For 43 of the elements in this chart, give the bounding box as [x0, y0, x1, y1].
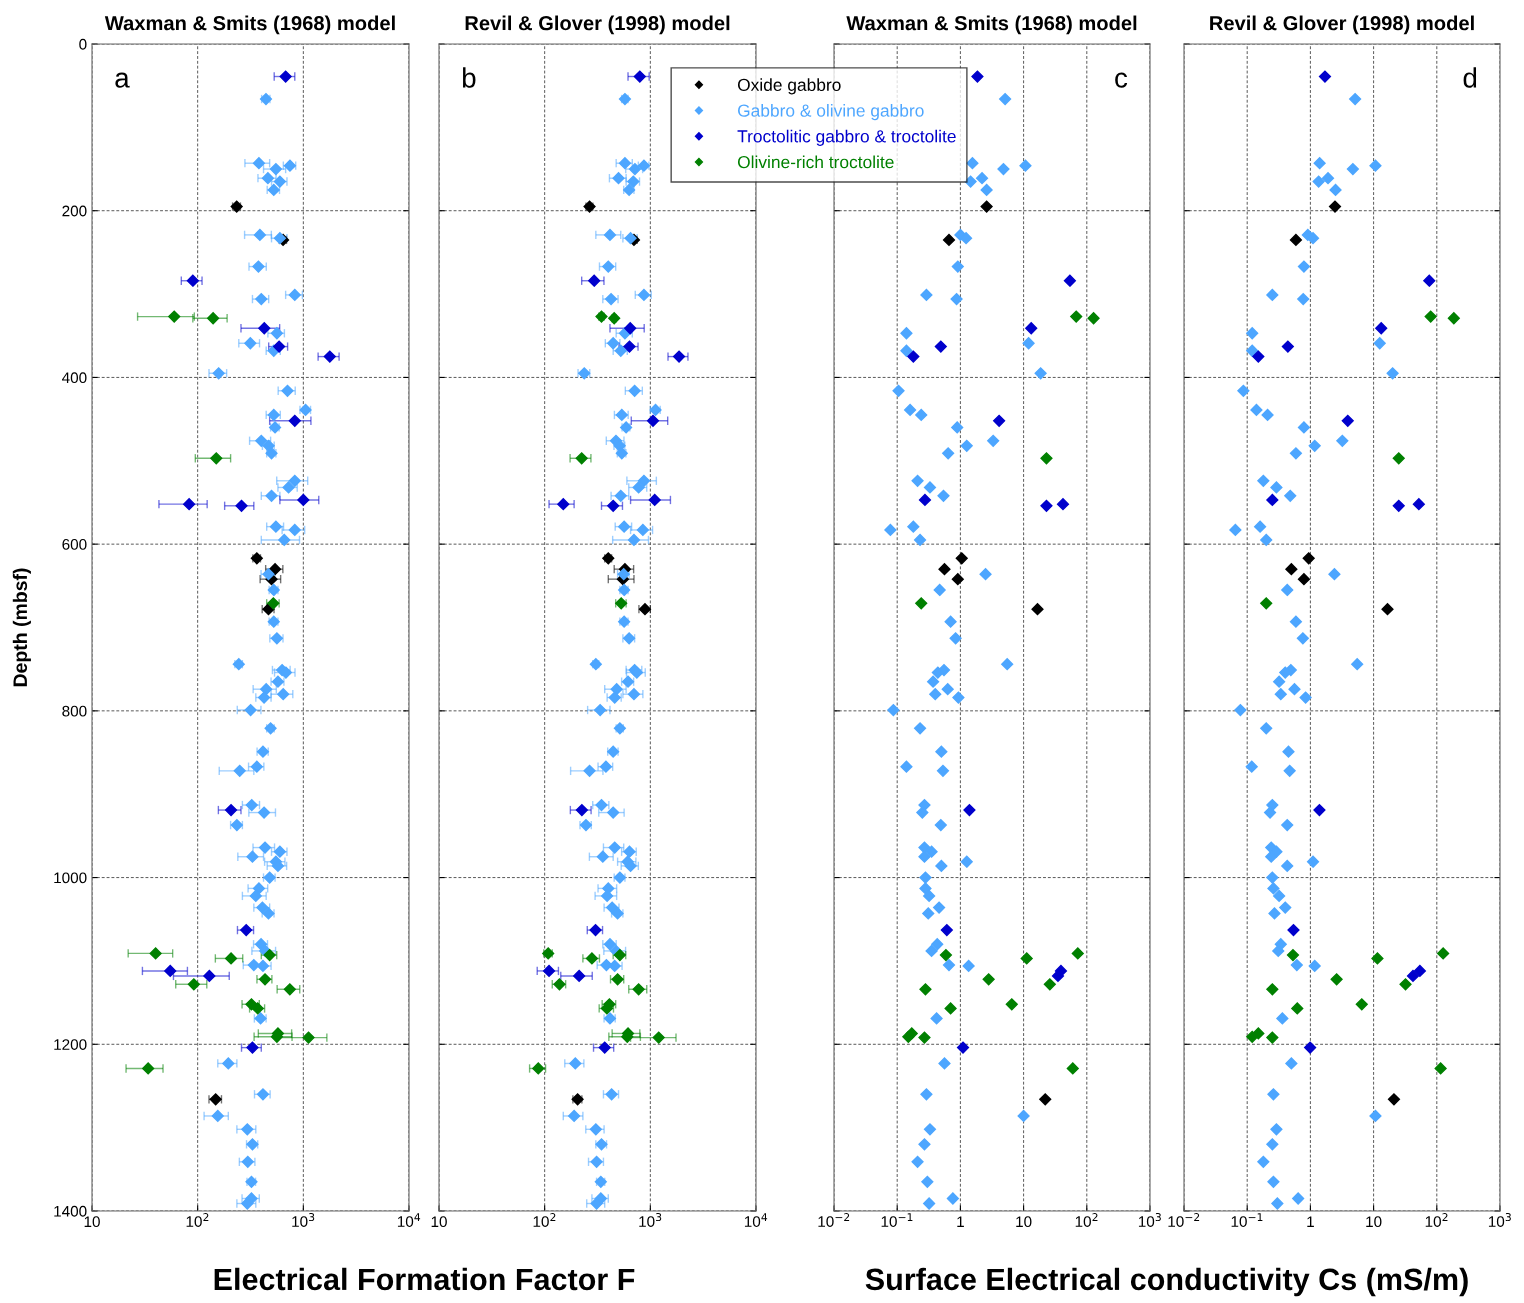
x-tick-label: 10$^{3}$: [639, 1213, 662, 1227]
x-tick-label: 10: [84, 1216, 100, 1228]
chart-title: Waxman & Smits (1968) model: [846, 15, 1137, 35]
x-tick-label: 10$^{2}$: [186, 1213, 209, 1227]
y-tick-label: 800: [62, 705, 87, 717]
x-tick-label: 10$^{4}$: [744, 1213, 768, 1227]
x-tick-label: 10: [1016, 1216, 1032, 1228]
legend-label: Gabbro & olivine gabbro: [738, 104, 924, 121]
annotation: a: [115, 72, 130, 88]
annotation: d: [1463, 67, 1477, 88]
x-tick-label: 10$^{3}$: [1488, 1213, 1511, 1227]
x-tick-label: 10$^{−1}$: [1231, 1213, 1263, 1227]
legend-label: Oxide gabbro: [737, 78, 841, 95]
y-tick-label: 400: [62, 372, 87, 384]
chart-title: Revil & Glover (1998) model: [465, 15, 730, 35]
x-tick-label: 10$^{2}$: [533, 1213, 556, 1227]
chart-title: Waxman & Smits (1968) model: [104, 15, 395, 35]
y-tick-label: 200: [62, 205, 87, 217]
y-tick-label: 0: [79, 38, 87, 50]
x-axis-title: Surface Electrical conductivity Cs (mS/m): [865, 1267, 1468, 1297]
chart-title: Revil & Glover (1998) model: [1210, 15, 1474, 35]
x-tick-label: 10$^{4}$: [397, 1213, 421, 1227]
x-tick-label: 10$^{−1}$: [881, 1213, 913, 1227]
x-tick-label: 10$^{2}$: [1075, 1213, 1098, 1227]
x-tick-label: 10$^{−2}$: [1168, 1213, 1200, 1227]
legend-label: Troctolitic gabbro & troctolite: [737, 129, 956, 146]
x-tick-label: 10$^{3}$: [292, 1213, 315, 1227]
y-tick-label: 600: [62, 539, 87, 550]
x-tick-label: 10$^{2}$: [1425, 1213, 1448, 1227]
annotation: c: [1115, 72, 1128, 88]
x-tick-label: 1: [1307, 1216, 1314, 1227]
x-tick-label: 10: [1366, 1216, 1382, 1228]
legend-label: Olivine-rich troctolite: [737, 155, 894, 169]
x-tick-label: 10$^{−2}$: [818, 1213, 850, 1227]
x-axis-title: Electrical Formation Factor F: [214, 1267, 635, 1291]
y-tick-label: 1200: [54, 1039, 87, 1050]
x-tick-label: 10$^{3}$: [1138, 1213, 1161, 1227]
x-tick-label: 1: [957, 1216, 964, 1227]
annotation: b: [462, 67, 476, 88]
y-axis-title: Depth (mbsf): [12, 568, 31, 687]
y-tick-label: 1000: [54, 872, 87, 884]
x-tick-label: 10: [431, 1216, 447, 1228]
y-tick-label: 1400: [54, 1205, 87, 1217]
